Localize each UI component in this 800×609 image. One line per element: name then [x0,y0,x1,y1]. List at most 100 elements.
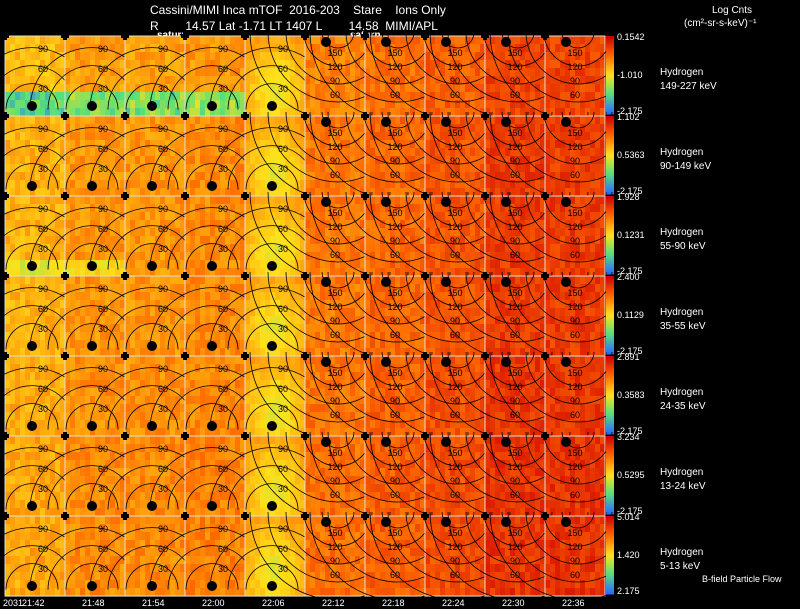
pixel [90,324,96,333]
pixel [240,172,246,181]
pixel [285,196,291,205]
pixel [295,76,301,85]
pixel [40,300,46,309]
pixel [165,220,171,229]
pixel [285,212,291,221]
pixel [255,76,261,85]
pixel [180,52,186,61]
contour-label: 30 [218,324,228,334]
pixel [325,172,331,181]
colorbar-step [606,176,614,179]
pixel [160,252,166,261]
pixel [215,220,221,229]
pixel [305,188,311,197]
pixel [370,68,376,77]
pixel [550,164,556,173]
pixel [25,196,31,205]
pixel [510,196,516,205]
pixel [155,180,161,189]
pixel [555,92,561,101]
pixel [195,284,201,293]
pixel [220,244,226,253]
pixel [515,196,521,205]
colorbar-step [606,116,614,119]
pixel [515,220,521,229]
colorbar-step [606,86,614,90]
pixel [485,52,491,61]
pixel [180,244,186,253]
pixel [270,84,276,93]
pixel [215,92,221,101]
pixel [310,148,316,157]
pixel [595,196,601,205]
pixel [140,308,146,317]
pixel [105,292,111,301]
pixel [560,44,566,53]
pixel [320,348,326,357]
pixel [395,148,401,157]
pixel [200,348,206,357]
pixel [60,108,66,117]
pixel [135,284,141,293]
colorbar-step [606,227,614,230]
pixel [195,116,201,125]
pixel [365,108,371,117]
pixel [275,116,281,125]
pixel [235,332,241,341]
pixel [330,76,336,85]
pixel [335,236,341,245]
pixel [85,332,91,341]
pixel [295,132,301,141]
pixel [195,100,201,109]
pixel [240,204,246,213]
pixel [440,180,446,189]
pixel [190,284,196,293]
pixel [205,60,211,69]
pixel [190,52,196,61]
pixel [20,300,26,309]
contour-label: 30 [158,244,168,254]
pixel [105,172,111,181]
pixel [80,108,86,117]
contour-label: 30 [38,324,48,334]
pixel [60,132,66,141]
pixel [175,164,181,173]
pixel [460,244,466,253]
pixel [420,44,426,53]
pixel [215,44,221,53]
pixel [275,260,281,269]
pixel [170,36,176,45]
pixel [490,164,496,173]
pixel [225,76,231,85]
pixel [205,292,211,301]
colorbar-step [606,102,614,105]
pixel [235,220,241,229]
pixel [545,196,551,205]
contour-label: 60 [158,304,168,314]
pixel [55,116,61,125]
pixel [445,44,451,53]
pixel [310,228,316,237]
pixel [260,188,266,197]
pixel [235,188,241,197]
pixel [180,300,186,309]
pixel [540,228,546,237]
pixel [480,36,486,45]
pixel [230,340,236,349]
pixel [95,332,101,341]
pixel [410,140,416,149]
pixel [20,308,26,317]
pixel [70,68,76,77]
pixel [205,124,211,133]
pixel [200,92,206,101]
pixel [260,196,266,205]
pixel [520,188,526,197]
pixel [5,76,11,85]
pixel [115,188,121,197]
pixel [75,292,81,301]
pixel [130,308,136,317]
pixel [300,60,306,69]
pixel [330,172,336,181]
pixel [15,100,21,109]
